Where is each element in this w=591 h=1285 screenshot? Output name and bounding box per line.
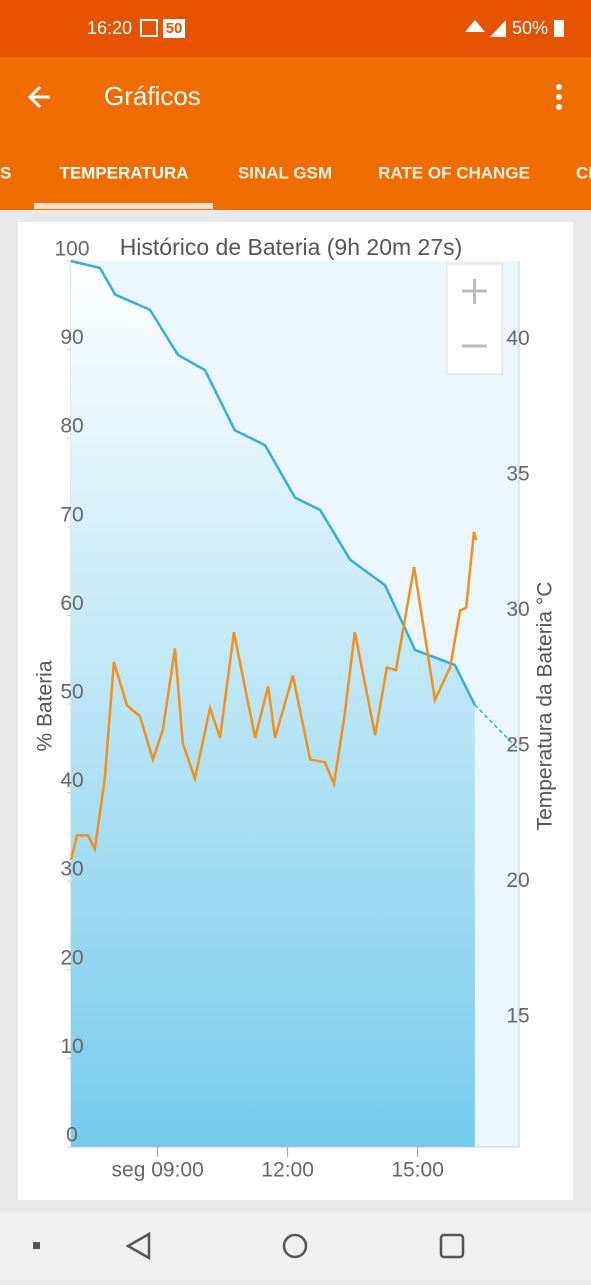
series-line xyxy=(474,704,520,751)
wifi-icon xyxy=(465,20,485,32)
y2-tick-label: 25 xyxy=(506,734,529,757)
series-line xyxy=(70,259,476,706)
y-tick-label: 0 xyxy=(66,1124,78,1147)
gallery-icon xyxy=(140,19,158,37)
badge: 50 xyxy=(166,20,183,37)
nav-recents[interactable] xyxy=(439,1233,465,1259)
menu-button[interactable] xyxy=(556,84,562,110)
y-tick-label: 20 xyxy=(60,946,83,969)
x-tick-label: 12:00 xyxy=(261,1159,314,1182)
nav-bar xyxy=(0,1212,591,1280)
y-tick-label: 40 xyxy=(60,769,83,792)
tab[interactable]: CI xyxy=(576,163,591,182)
tab-indicator xyxy=(34,203,213,209)
y-tick-label: 80 xyxy=(60,415,83,438)
battery-area xyxy=(71,261,475,1147)
y-tick-label: 50 xyxy=(60,681,83,704)
chart-title: Histórico de Bateria (9h 20m 27s) xyxy=(120,234,463,260)
y-tick-label: 90 xyxy=(60,326,83,349)
y2-tick-label: 15 xyxy=(506,1004,529,1027)
y-tick-label: 70 xyxy=(60,503,83,526)
tab[interactable]: RATE OF CHANGE xyxy=(378,163,530,182)
status-bar xyxy=(0,0,591,57)
y-tick-label: 100 xyxy=(54,238,89,261)
battery-text: 50% xyxy=(512,18,548,38)
signal-icon xyxy=(490,20,506,37)
badge-box xyxy=(163,19,185,38)
nav-dot[interactable] xyxy=(33,1242,40,1249)
y2-axis-label: Temperatura da Bateria °C xyxy=(534,582,557,831)
nav-home[interactable] xyxy=(282,1233,308,1259)
y-tick-label: 60 xyxy=(60,592,83,615)
status-time: 16:20 xyxy=(87,18,132,38)
app-title: Gráficos xyxy=(104,81,201,111)
plot xyxy=(69,259,520,1148)
y-tick-label: 10 xyxy=(60,1035,83,1058)
y-axis-label: % Bateria xyxy=(34,660,57,751)
app-bar xyxy=(0,57,591,210)
y-tick-label: 30 xyxy=(60,858,83,881)
y2-tick-label: 20 xyxy=(506,869,529,892)
zoom-in[interactable] xyxy=(462,279,487,304)
back-button[interactable] xyxy=(27,85,50,109)
y2-tick-label: 30 xyxy=(506,598,529,621)
tab[interactable]: TEMPERATURA xyxy=(59,163,188,182)
nav-back[interactable] xyxy=(125,1231,151,1261)
tab[interactable]: SINAL GSM xyxy=(238,163,332,182)
series-line xyxy=(69,531,478,861)
battery-icon xyxy=(554,20,564,37)
x-tick-label: 15:00 xyxy=(391,1159,444,1182)
tab[interactable]: S xyxy=(0,163,11,182)
x-tick-label: seg 09:00 xyxy=(112,1159,204,1182)
y2-tick-label: 40 xyxy=(506,327,529,350)
y2-tick-label: 35 xyxy=(506,463,529,486)
